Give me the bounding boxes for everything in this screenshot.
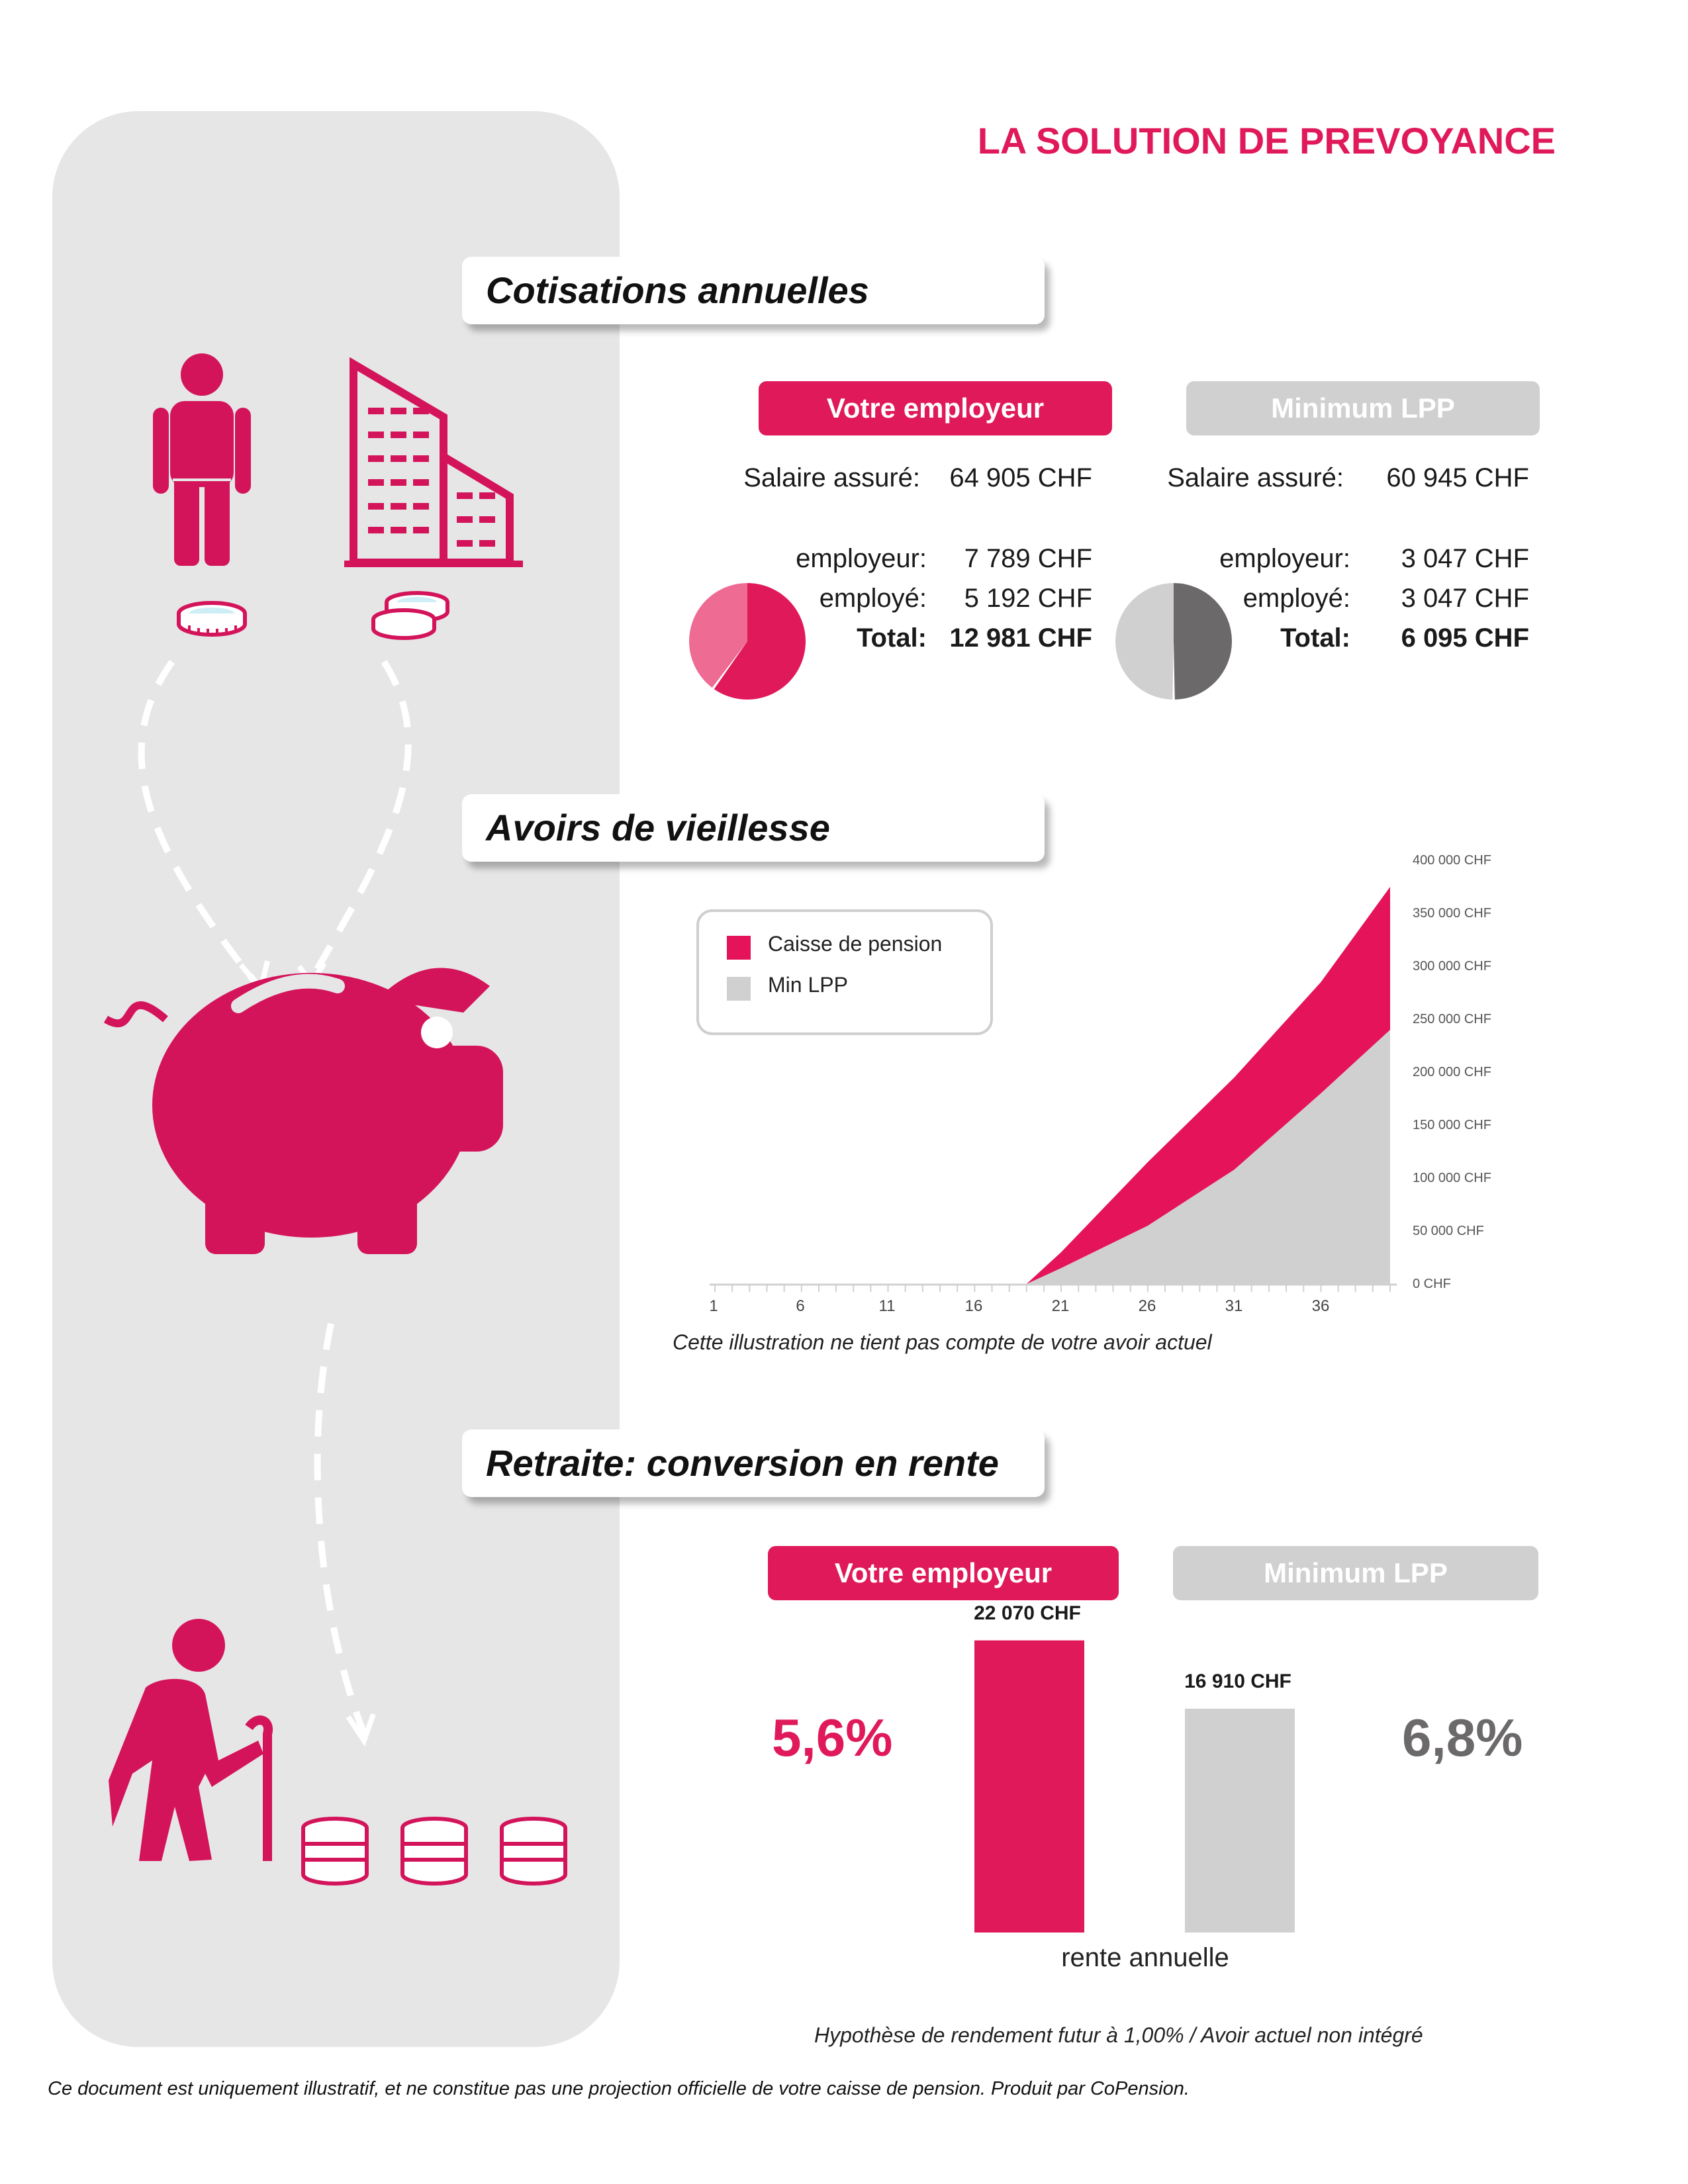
y-tick-label: 150 000 CHF xyxy=(1413,1118,1491,1132)
pie-slice-employe xyxy=(689,583,747,688)
legend-label: Min LPP xyxy=(768,973,848,997)
coin-icon xyxy=(177,601,247,637)
x-tick-label: 1 xyxy=(709,1297,718,1315)
person-icon xyxy=(153,353,251,566)
y-tick-label: 350 000 CHF xyxy=(1413,906,1491,921)
x-tick-label: 26 xyxy=(1138,1297,1156,1315)
pie-slice-employeur xyxy=(714,583,806,700)
dashed-arrow-icon xyxy=(314,1322,376,1747)
employer-rente-value: 22 070 CHF xyxy=(974,1602,1081,1624)
employeur-value: 3 047 CHF xyxy=(1401,544,1529,573)
x-tick-label: 6 xyxy=(796,1297,805,1315)
y-tick-label: 200 000 CHF xyxy=(1413,1065,1491,1079)
bar-lpp-rente xyxy=(1185,1708,1295,1933)
employeur-label: employeur: xyxy=(796,544,927,573)
employe-label: employé: xyxy=(819,584,927,613)
section-title: Avoirs de vieillesse xyxy=(486,807,830,848)
section-title: Cotisations annuelles xyxy=(486,269,869,311)
office-building-icon xyxy=(344,357,523,567)
lpp-pill: Minimum LPP xyxy=(1173,1546,1538,1600)
hypothesis-note: Hypothèse de rendement futur à 1,00% / A… xyxy=(814,2023,1423,2047)
y-tick-label: 300 000 CHF xyxy=(1413,959,1491,974)
x-tick-label: 11 xyxy=(878,1297,896,1315)
employer-pill: Votre employeur xyxy=(759,381,1112,435)
lpp-pill: Minimum LPP xyxy=(1186,381,1540,435)
legend-swatch-lpp xyxy=(727,977,751,1001)
lpp-contribution-pie xyxy=(1115,583,1232,700)
savings-area-chart xyxy=(710,887,1397,1292)
chart-note: Cette illustration ne tient pas compte d… xyxy=(673,1330,1212,1354)
section-title: Retraite: conversion en rente xyxy=(486,1442,999,1484)
salaire-value: 60 945 CHF xyxy=(1386,463,1529,492)
total-value: 6 095 CHF xyxy=(1401,623,1529,653)
rente-bar-chart xyxy=(974,1640,1295,1933)
y-tick-label: 250 000 CHF xyxy=(1413,1012,1491,1026)
employer-contribution-pie xyxy=(689,583,806,700)
lpp-conversion-rate: 6,8% xyxy=(1402,1708,1523,1767)
pie-slice-employe xyxy=(1115,583,1174,700)
legend-swatch-pension xyxy=(727,936,751,960)
salaire-label: Salaire assuré: xyxy=(743,463,920,492)
x-tick-label: 16 xyxy=(964,1297,983,1315)
pie-slice-employeur xyxy=(1174,583,1232,700)
lpp-rente-value: 16 910 CHF xyxy=(1184,1670,1291,1692)
employer-pill: Votre employeur xyxy=(768,1546,1119,1600)
y-tick-label: 100 000 CHF xyxy=(1413,1171,1491,1185)
total-label: Total: xyxy=(1280,623,1350,653)
employe-label: employé: xyxy=(1243,584,1350,613)
disclaimer: Ce document est uniquement illustratif, … xyxy=(48,2078,1190,2099)
rente-axis-label: rente annuelle xyxy=(1061,1943,1229,1972)
coin-stack-icon xyxy=(371,591,449,640)
legend-label: Caisse de pension xyxy=(768,932,943,956)
x-tick-label: 31 xyxy=(1225,1297,1243,1315)
y-tick-label: 50 000 CHF xyxy=(1413,1224,1484,1238)
employeur-label: employeur: xyxy=(1219,544,1350,573)
coin-stack-icon xyxy=(301,1817,567,1886)
y-tick-label: 400 000 CHF xyxy=(1413,853,1491,868)
total-value: 12 981 CHF xyxy=(949,623,1092,653)
piggy-bank-icon xyxy=(103,968,503,1254)
elderly-person-with-cane-icon xyxy=(109,1619,273,1861)
section-header-retraite: Retraite: conversion en rente xyxy=(462,1430,1045,1497)
y-tick-label: 0 CHF xyxy=(1413,1277,1451,1291)
chart-legend: Caisse de pension Min LPP xyxy=(696,909,993,1035)
employe-value: 5 192 CHF xyxy=(964,584,1092,613)
salaire-value: 64 905 CHF xyxy=(949,463,1092,492)
employer-conversion-rate: 5,6% xyxy=(772,1708,893,1767)
x-tick-label: 21 xyxy=(1051,1297,1070,1315)
salaire-label: Salaire assuré: xyxy=(1167,463,1344,492)
area-min-lpp xyxy=(715,1030,1390,1284)
employeur-value: 7 789 CHF xyxy=(964,544,1092,573)
total-label: Total: xyxy=(857,623,927,653)
page-title: LA SOLUTION DE PREVOYANCE xyxy=(977,120,1556,161)
employe-value: 3 047 CHF xyxy=(1401,584,1529,613)
bar-employer-rente xyxy=(974,1640,1084,1933)
section-header-cotisations: Cotisations annuelles xyxy=(462,257,1045,324)
section-header-avoirs: Avoirs de vieillesse xyxy=(462,794,1045,862)
x-tick-label: 36 xyxy=(1311,1297,1330,1315)
